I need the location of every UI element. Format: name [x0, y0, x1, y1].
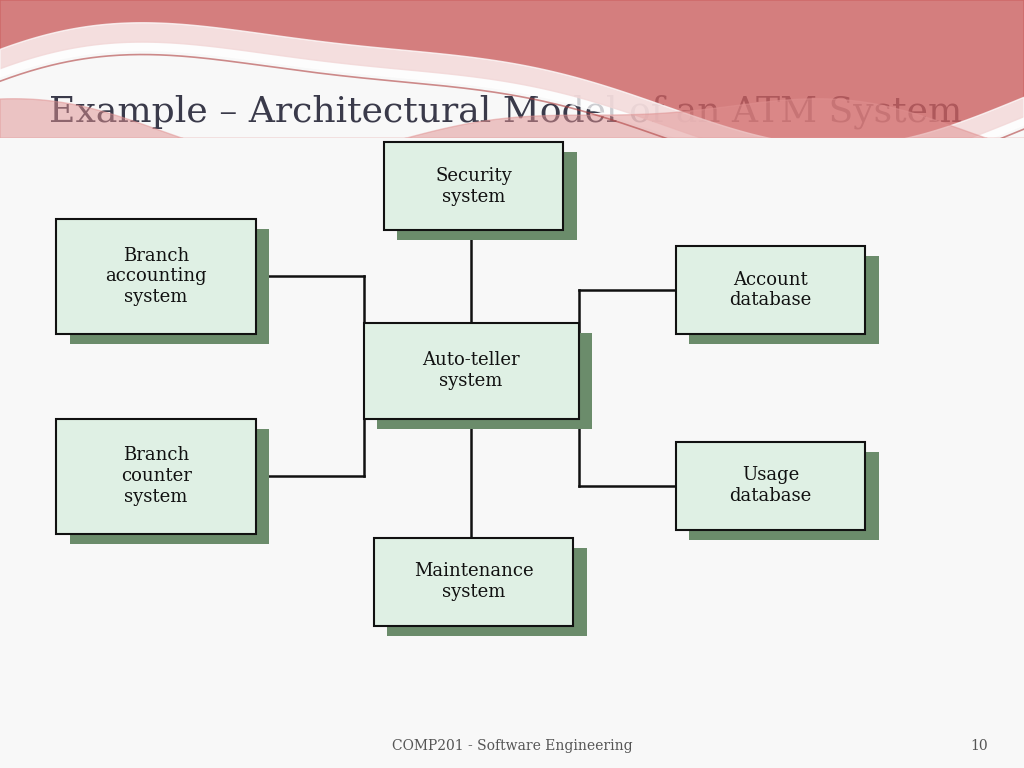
Text: Branch
counter
system: Branch counter system — [121, 446, 191, 506]
Text: 10: 10 — [971, 740, 988, 753]
Text: Maintenance
system: Maintenance system — [414, 562, 534, 601]
FancyBboxPatch shape — [70, 429, 269, 544]
Text: COMP201 - Software Engineering: COMP201 - Software Engineering — [392, 740, 632, 753]
Text: Example – Architectural Model of an ATM System: Example – Architectural Model of an ATM … — [49, 94, 963, 128]
FancyBboxPatch shape — [377, 333, 592, 429]
Text: Branch
accounting
system: Branch accounting system — [105, 247, 207, 306]
FancyBboxPatch shape — [70, 229, 269, 344]
FancyBboxPatch shape — [689, 256, 879, 344]
FancyBboxPatch shape — [374, 538, 573, 626]
FancyBboxPatch shape — [397, 152, 577, 240]
Text: Account
database: Account database — [729, 270, 812, 310]
Text: Security
system: Security system — [435, 167, 512, 206]
Text: Usage
database: Usage database — [729, 466, 812, 505]
FancyBboxPatch shape — [387, 548, 587, 636]
FancyBboxPatch shape — [56, 419, 256, 534]
FancyBboxPatch shape — [676, 442, 865, 530]
FancyBboxPatch shape — [689, 452, 879, 540]
FancyBboxPatch shape — [364, 323, 579, 419]
FancyBboxPatch shape — [56, 219, 256, 334]
FancyBboxPatch shape — [384, 142, 563, 230]
Text: Auto-teller
system: Auto-teller system — [422, 351, 520, 390]
FancyBboxPatch shape — [676, 246, 865, 334]
